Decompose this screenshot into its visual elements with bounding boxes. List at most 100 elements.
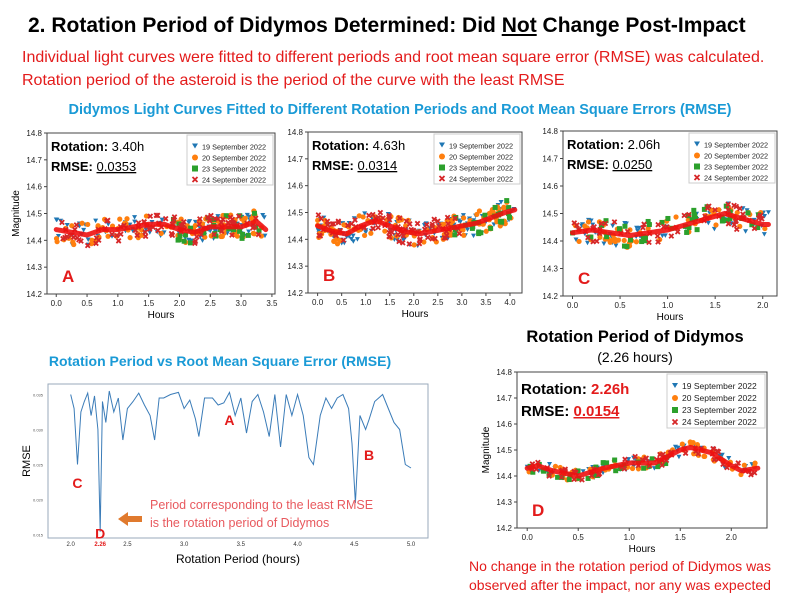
data-point-20-sep [460, 227, 466, 233]
data-point-24-sep [193, 233, 200, 240]
y-tick-label: 14.2 [287, 289, 303, 298]
panel-label: B [323, 266, 335, 285]
data-point-19-sep [105, 222, 111, 227]
panel-label: C [578, 269, 590, 288]
data-point-20-sep [612, 236, 618, 242]
data-point-24-sep [211, 231, 217, 238]
x-tick-label: 0.5 [573, 533, 585, 542]
legend-marker-square [694, 163, 700, 170]
data-point-23-sep [251, 210, 257, 216]
data-point-24-sep [93, 235, 100, 241]
data-point-23-sep [646, 222, 652, 228]
data-point-24-sep [456, 230, 463, 237]
data-point-23-sep [612, 457, 618, 463]
legend-marker-triangle [694, 141, 700, 147]
data-point-23-sep [691, 207, 697, 213]
data-point-20-sep [439, 221, 445, 228]
data-point-23-sep [665, 215, 671, 221]
data-point-20-sep [552, 463, 559, 469]
panel-label: D [532, 501, 544, 520]
data-point-24-sep [395, 231, 401, 238]
data-point-24-sep [429, 223, 436, 230]
y-tick-label: 14.5 [287, 209, 303, 218]
legend-label: 24 September 2022 [682, 417, 757, 427]
data-point-20-sep [85, 221, 91, 228]
rotation-annotation: Rotation: 2.26h [521, 381, 629, 398]
data-point-24-sep [344, 222, 351, 229]
rmse-annotation: RMSE: 0.0314 [312, 158, 397, 173]
data-point-24-sep [109, 231, 115, 238]
data-point-24-sep [725, 201, 731, 208]
y-tick-label: 14.2 [542, 292, 558, 301]
data-point-20-sep [713, 222, 719, 228]
data-point-19-sep [761, 232, 767, 237]
data-point-19-sep [762, 213, 768, 219]
data-point-24-sep [73, 222, 80, 228]
data-point-24-sep [657, 451, 663, 458]
data-point-23-sep [585, 475, 591, 481]
data-point-19-sep [610, 223, 616, 229]
data-point-20-sep [645, 225, 651, 232]
data-point-23-sep [187, 240, 193, 246]
light-curve-chart-d: 14.2 14.3 14.4 14.5 14.6 14.7 14.8 0.0 0.5 1.0 1.5… [481, 368, 768, 555]
data-point-24-sep [396, 215, 403, 221]
data-point-19-sep [362, 211, 368, 216]
x-tick-label: 3.5 [237, 542, 246, 548]
data-point-24-sep [414, 220, 421, 227]
y-tick-label: 14.5 [26, 210, 42, 219]
data-point-20-sep [734, 209, 740, 216]
data-point-24-sep [171, 214, 178, 220]
data-point-23-sep [555, 474, 561, 480]
data-point-24-sep [668, 233, 675, 239]
data-point-23-sep [201, 230, 207, 236]
x-tick-label: 1.5 [710, 301, 722, 310]
data-point-23-sep [649, 456, 655, 462]
plot-frame [47, 383, 429, 539]
conclusion-text: No change in the rotation period of Didy… [469, 558, 771, 593]
legend-marker-circle [672, 395, 678, 401]
data-point-23-sep [645, 218, 651, 224]
data-point-24-sep [423, 221, 430, 228]
data-point-24-sep [192, 240, 198, 247]
y-tick-label: 14.8 [496, 368, 512, 377]
data-point-24-sep [380, 215, 386, 221]
data-point-23-sep [691, 212, 697, 218]
data-point-24-sep [712, 207, 718, 213]
data-point-19-sep [54, 217, 60, 223]
y-tick-label: 0.025 [33, 463, 44, 468]
x-axis-label: Hours [148, 310, 175, 321]
data-point-23-sep [176, 237, 182, 243]
data-point-24-sep [546, 473, 553, 479]
data-point-19-sep [718, 453, 724, 458]
x-tick-label: 4.0 [293, 542, 302, 548]
data-point-20-sep [490, 208, 496, 215]
data-point-24-sep [352, 217, 358, 223]
data-point-23-sep [745, 210, 751, 216]
data-point-24-sep [113, 232, 120, 239]
rmse-annotation: RMSE: 0.0154 [521, 403, 620, 420]
light-curve-chart-a: 14.2 14.3 14.4 14.5 14.6 14.7 14.8 0.0 0.5 1.0 1.5… [11, 129, 278, 321]
data-point-23-sep [641, 465, 647, 471]
data-point-19-sep [726, 456, 732, 461]
data-point-24-sep [196, 221, 203, 228]
legend-label: 19 September 2022 [704, 141, 768, 150]
y-tick-label: 0.035 [33, 393, 44, 398]
data-point-24-sep [197, 216, 203, 222]
data-point-19-sep [127, 222, 133, 228]
rotation-annotation: Rotation: 4.63h [312, 138, 405, 153]
data-point-23-sep [591, 471, 597, 477]
x-axis-label: Hours [629, 544, 656, 555]
data-point-24-sep [251, 223, 258, 230]
fit-curve [570, 210, 771, 239]
y-tick-label: 14.3 [542, 265, 558, 274]
x-tick-label: 1.0 [624, 533, 636, 542]
annotation-line-1: Period corresponding to the least RMSE [150, 498, 373, 512]
data-point-19-sep [262, 233, 268, 239]
x-tick-label: 0.0 [567, 301, 579, 310]
data-point-19-sep [765, 210, 771, 215]
y-tick-label: 14.6 [542, 182, 558, 191]
light-curve-chart-b: 14.2 14.3 14.4 14.5 14.6 14.7 14.8 0.0 0.5 1.0 1.5… [287, 128, 523, 320]
data-point-20-sep [762, 225, 768, 232]
data-point-24-sep [329, 221, 335, 227]
data-point-24-sep [153, 212, 160, 219]
